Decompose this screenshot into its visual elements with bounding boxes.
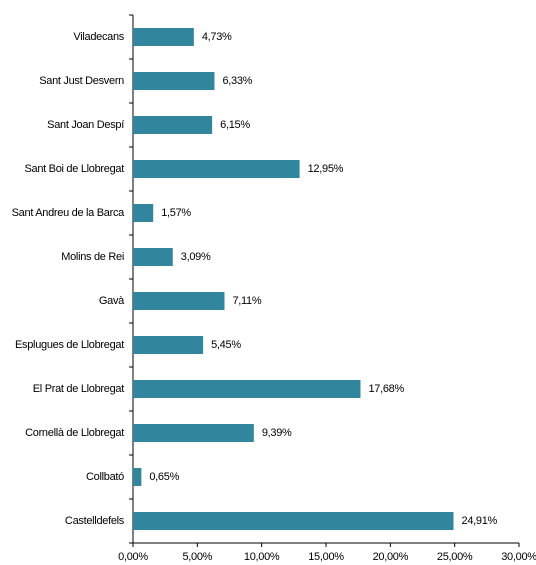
bar	[133, 292, 225, 310]
value-label: 9,39%	[262, 427, 292, 439]
value-label: 12,95%	[308, 163, 344, 175]
y-tick-label: Esplugues de Llobregat	[15, 339, 124, 351]
y-tick-label: Sant Joan Despí	[47, 119, 124, 131]
x-tick-label: 15,00%	[308, 551, 344, 563]
value-label: 3,09%	[181, 251, 211, 263]
bar	[133, 72, 215, 90]
bar	[133, 248, 173, 266]
y-tick-label: Gavà	[99, 295, 125, 307]
value-label: 0,65%	[149, 471, 179, 483]
value-label: 1,57%	[161, 207, 191, 219]
bar	[133, 380, 361, 398]
value-label: 17,68%	[368, 383, 404, 395]
value-label: 6,15%	[220, 119, 250, 131]
bar	[133, 468, 142, 486]
x-tick-label: 5,00%	[182, 551, 212, 563]
y-tick-label: Viladecans	[73, 31, 124, 43]
y-tick-label: El Prat de Llobregat	[33, 383, 124, 395]
bar	[133, 204, 154, 222]
y-tick-label: Sant Boi de Llobregat	[24, 163, 124, 175]
x-tick-label: 10,00%	[244, 551, 280, 563]
y-tick-label: Sant Just Desvern	[39, 75, 124, 87]
bar	[133, 424, 254, 442]
x-tick-label: 0,00%	[118, 551, 148, 563]
value-label: 24,91%	[462, 515, 498, 527]
bar	[133, 160, 300, 178]
y-tick-label: Cornellà de Llobregat	[25, 427, 124, 439]
value-label: 5,45%	[211, 339, 241, 351]
value-label: 4,73%	[202, 31, 232, 43]
y-tick-label: Castelldefels	[65, 515, 125, 527]
x-tick-label: 25,00%	[437, 551, 473, 563]
value-label: 6,33%	[222, 75, 252, 87]
x-tick-label: 30,00%	[501, 551, 536, 563]
y-tick-label: Sant Andreu de la Barca	[12, 207, 126, 219]
bar	[133, 116, 213, 134]
bar	[133, 28, 194, 46]
bar	[133, 512, 454, 530]
y-tick-label: Collbató	[86, 471, 124, 483]
x-tick-label: 20,00%	[373, 551, 409, 563]
bar	[133, 336, 204, 354]
value-label: 7,11%	[232, 295, 261, 307]
y-tick-label: Molins de Rei	[61, 251, 124, 263]
